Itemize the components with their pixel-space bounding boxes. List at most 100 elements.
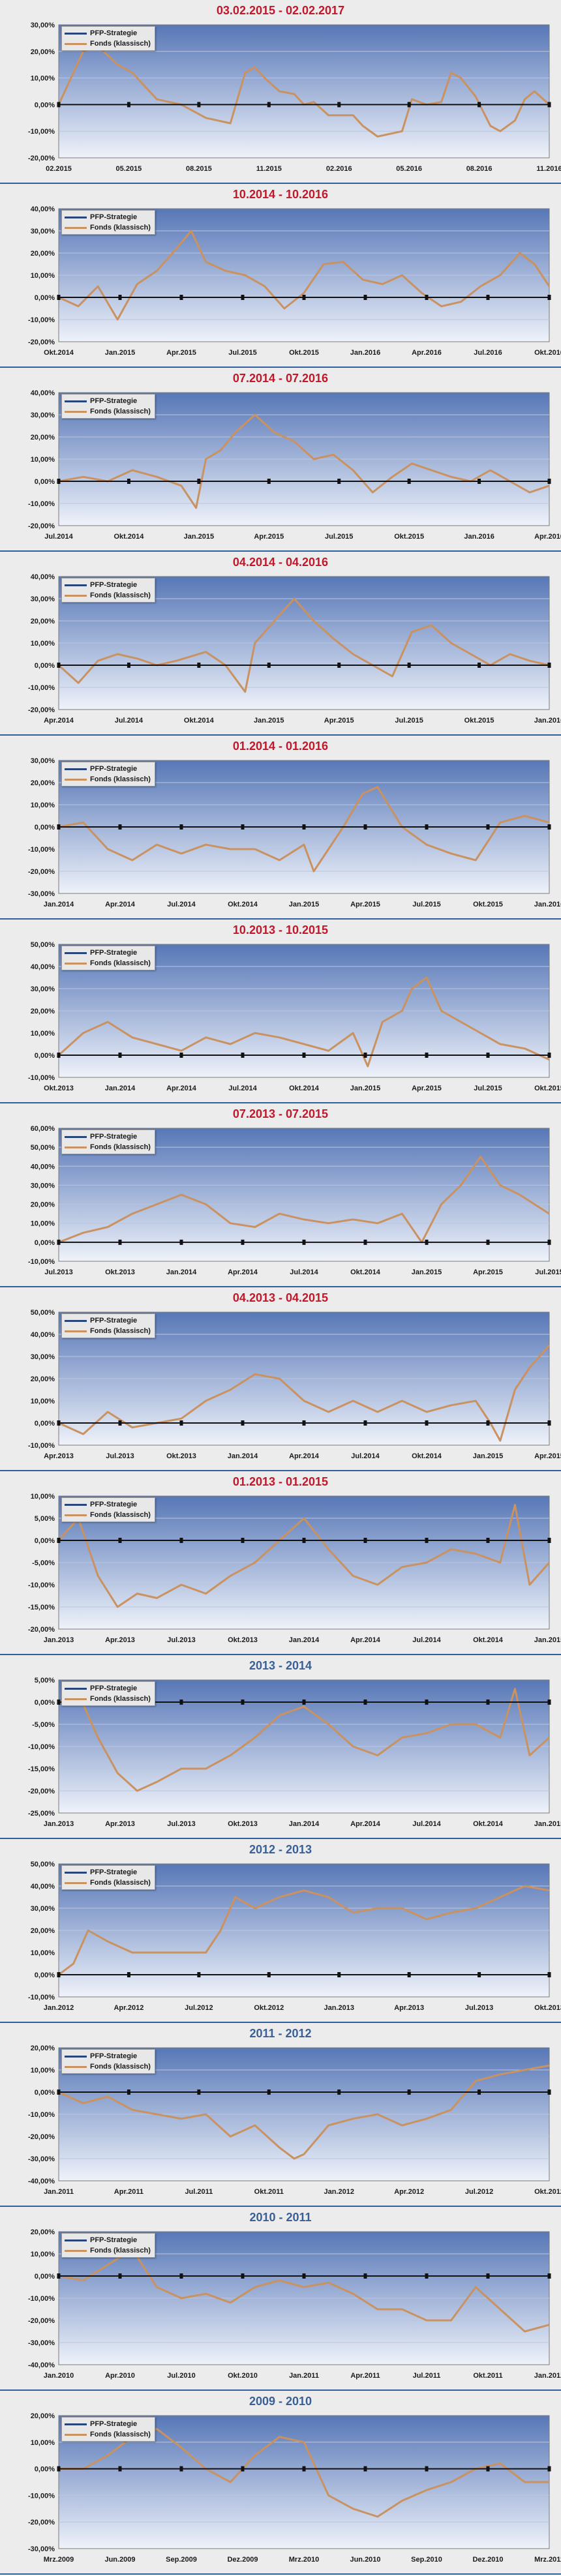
chart-title: 2012 - 2013: [249, 1843, 312, 1856]
x-tick-label: Jan.2015: [534, 1636, 561, 1644]
y-tick-label: 0,00%: [35, 478, 55, 486]
series-pfp-marker: [407, 1972, 411, 1977]
y-tick-label: -10,00%: [28, 1581, 55, 1589]
series-pfp-marker: [267, 102, 271, 108]
series-pfp-marker: [179, 1538, 183, 1543]
chart-title: 2009 - 2010: [249, 2395, 312, 2408]
y-tick-label: 0,00%: [35, 2089, 55, 2097]
x-tick-label: Apr.2012: [394, 2188, 424, 2196]
series-pfp-marker: [57, 295, 61, 300]
x-tick-label: Apr.2012: [114, 2004, 144, 2012]
y-tick-label: 30,00%: [31, 228, 55, 235]
x-tick-label: Apr.2016: [534, 533, 561, 541]
y-tick-label: -20,00%: [28, 2519, 55, 2526]
series-pfp-marker: [118, 824, 122, 830]
series-pfp-marker: [302, 1538, 306, 1543]
x-tick-label: Okt.2015: [534, 1085, 561, 1092]
y-tick-label: 5,00%: [35, 1677, 55, 1685]
series-pfp-marker: [127, 479, 130, 484]
y-tick-label: -10,00%: [28, 1258, 55, 1266]
x-tick-label: Okt.2012: [254, 2004, 284, 2012]
x-tick-label: Jan.2014: [289, 1636, 320, 1644]
series-pfp-marker: [57, 824, 61, 830]
legend-swatch: [65, 584, 87, 586]
chart-panel: 07.2013 - 07.2015 -10,00% 0,00% 10,00% 20,00…: [0, 1103, 561, 1287]
y-tick-label: 40,00%: [31, 1163, 55, 1171]
x-tick-label: Jul.2013: [106, 1452, 134, 1460]
chart-panel: 03.02.2015 - 02.02.2017 -20,00% -10,00% 0,0…: [0, 0, 561, 184]
y-tick-label: -30,00%: [28, 2155, 55, 2163]
series-pfp-marker: [118, 295, 122, 300]
y-tick-label: -10,00%: [28, 2295, 55, 2303]
series-pfp-marker: [57, 2089, 61, 2095]
x-tick-label: Jul.2014: [412, 1820, 441, 1828]
chart-panel: 2010 - 2011 -40,00% -30,00% -20,00% -10,00% 0…: [0, 2207, 561, 2391]
series-pfp-marker: [267, 479, 271, 484]
legend: PFP-Strategie Fonds (klassisch): [61, 762, 155, 786]
legend-label: PFP-Strategie: [90, 1501, 138, 1508]
y-tick-label: 50,00%: [31, 1144, 55, 1152]
legend-entry: Fonds (klassisch): [65, 590, 151, 601]
series-pfp-marker: [302, 824, 306, 830]
x-tick-label: Jul.2013: [167, 1820, 195, 1828]
chart-title: 2010 - 2011: [249, 2211, 312, 2224]
legend-entry: Fonds (klassisch): [65, 38, 151, 49]
y-tick-label: 30,00%: [31, 985, 55, 993]
x-tick-label: Apr.2015: [166, 349, 196, 357]
series-pfp-marker: [486, 1538, 490, 1543]
y-tick-label: 0,00%: [35, 294, 55, 302]
x-tick-label: Jul.2014: [115, 717, 144, 725]
series-pfp-marker: [363, 1538, 367, 1543]
x-tick-label: Jul.2016: [474, 349, 502, 357]
series-fonds-line: [58, 1688, 551, 1792]
legend-label: PFP-Strategie: [90, 213, 138, 221]
legend-entry: PFP-Strategie: [65, 1867, 151, 1878]
legend-label: Fonds (klassisch): [90, 1511, 151, 1519]
x-tick-label: Apr.2015: [534, 1452, 561, 1460]
x-tick-label: Jan.2016: [534, 901, 561, 908]
x-tick-label: 05.2015: [116, 165, 142, 173]
x-tick-label: Jul.2015: [395, 717, 423, 725]
x-tick-label: Jan.2015: [473, 1452, 503, 1460]
y-tick-label: 0,00%: [35, 662, 55, 670]
x-tick-label: Okt.2012: [534, 2188, 561, 2196]
series-pfp-marker: [363, 2466, 367, 2472]
legend-label: Fonds (klassisch): [90, 1695, 151, 1703]
legend-label: PFP-Strategie: [90, 1868, 138, 1876]
series-pfp-marker: [425, 824, 429, 830]
series-fonds-line: [57, 597, 550, 693]
series-pfp-marker: [118, 2273, 122, 2279]
legend: PFP-Strategie Fonds (klassisch): [61, 1865, 155, 1890]
series-pfp-marker: [127, 1972, 130, 1977]
legend-swatch: [65, 2239, 87, 2241]
y-tick-label: -20,00%: [28, 1626, 55, 1634]
y-tick-label: -20,00%: [28, 706, 55, 714]
legend-label: Fonds (klassisch): [90, 775, 151, 783]
legend-label: Fonds (klassisch): [90, 2247, 151, 2254]
y-tick-label: -20,00%: [28, 2133, 55, 2141]
chart-panel: 10.2013 - 10.2015 -10,00% 0,00% 10,00% 20,00…: [0, 920, 561, 1103]
y-tick-label: 20,00%: [31, 2044, 55, 2052]
x-tick-label: Apr.2016: [412, 349, 442, 357]
y-tick-label: 0,00%: [35, 1699, 55, 1707]
series-pfp-marker: [267, 2089, 271, 2095]
series-pfp-marker: [197, 102, 201, 108]
series-pfp-marker: [179, 295, 183, 300]
series-pfp-marker: [57, 1972, 61, 1977]
x-tick-label: Apr.2013: [394, 2004, 424, 2012]
y-tick-label: 20,00%: [31, 2228, 55, 2236]
series-pfp-marker: [197, 2089, 201, 2095]
y-tick-label: 20,00%: [31, 48, 55, 56]
y-tick-label: 10,00%: [31, 2251, 55, 2258]
x-tick-label: Okt.2014: [44, 349, 74, 357]
series-pfp-marker: [363, 2273, 367, 2279]
legend: PFP-Strategie Fonds (klassisch): [61, 210, 155, 235]
legend-swatch: [65, 2433, 87, 2436]
series-pfp-marker: [547, 479, 551, 484]
x-tick-label: Apr.2014: [166, 1085, 197, 1092]
legend-label: PFP-Strategie: [90, 949, 138, 957]
legend-swatch: [65, 400, 87, 402]
x-tick-label: Jan.2014: [166, 1268, 197, 1276]
x-tick-label: Mrz.2010: [289, 2556, 319, 2564]
x-tick-label: Mrz.2011: [534, 2556, 561, 2564]
